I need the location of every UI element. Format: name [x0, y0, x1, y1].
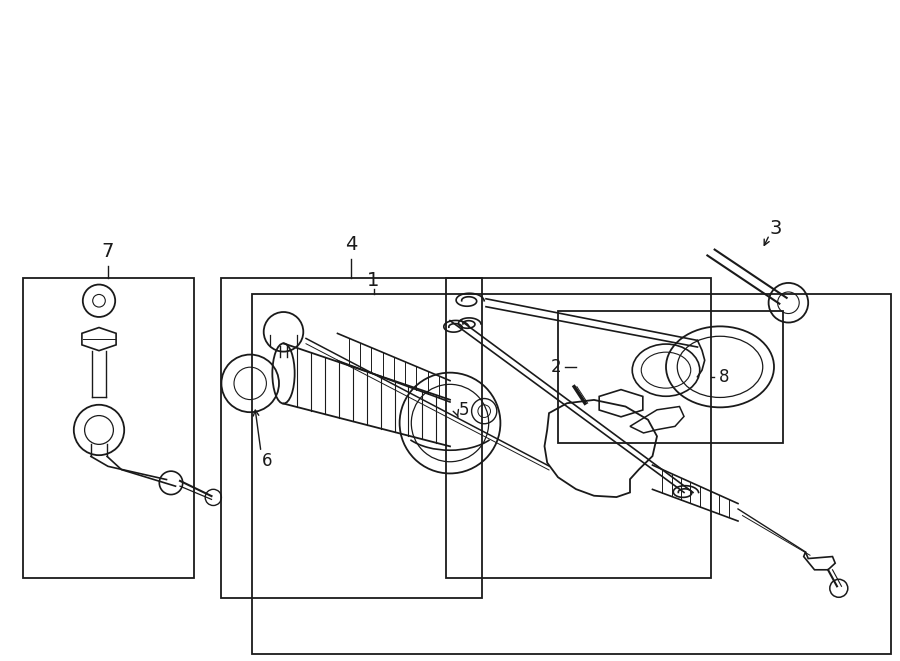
- Text: 5: 5: [458, 401, 469, 419]
- Text: 7: 7: [102, 242, 114, 260]
- Text: 6: 6: [262, 452, 273, 471]
- Text: 2: 2: [551, 358, 562, 376]
- Text: 1: 1: [367, 272, 380, 290]
- Text: 4: 4: [345, 235, 357, 254]
- Text: 8: 8: [719, 368, 730, 386]
- Text: 3: 3: [770, 219, 782, 237]
